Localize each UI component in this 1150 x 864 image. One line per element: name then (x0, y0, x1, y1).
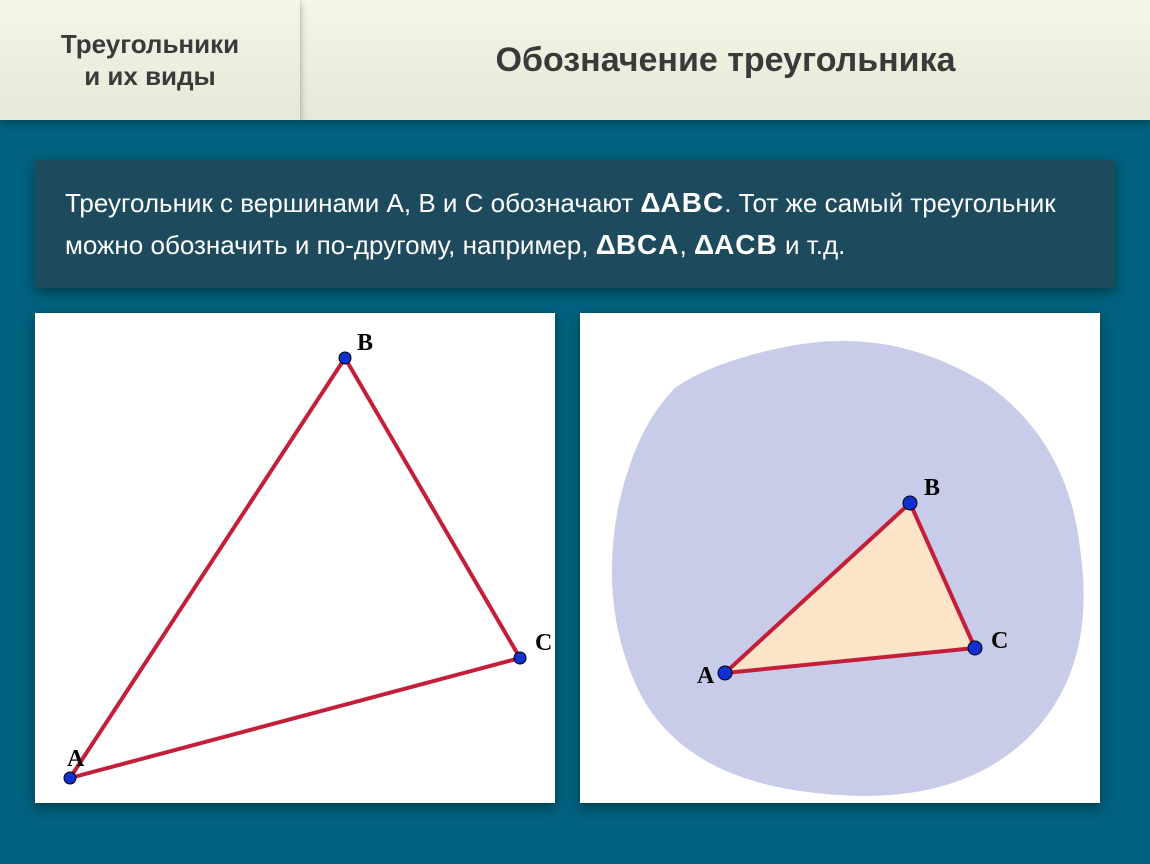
slide-title: Обозначение треугольника (496, 41, 956, 80)
triangle-panel-right: A B C (580, 313, 1100, 803)
header: Треугольники и их виды Обозначение треуг… (0, 0, 1150, 120)
svg-text:C: C (991, 628, 1008, 654)
acb-label: ACB (714, 229, 778, 260)
svg-text:C: C (535, 630, 552, 656)
slide-section-title: Треугольники и их виды (61, 28, 239, 93)
triangle-left-svg: A B C (35, 313, 555, 803)
desc-part3: и т.д. (778, 230, 846, 260)
svg-text:B: B (357, 330, 373, 356)
section-line-1: Треугольники (61, 29, 239, 59)
description-box: Треугольник с вершинами A, B и C обознач… (35, 160, 1115, 288)
svg-text:A: A (67, 746, 85, 772)
svg-text:A: A (697, 663, 715, 689)
svg-text:B: B (924, 475, 940, 501)
diagram-panels: A B C A B C (0, 313, 1150, 803)
delta-symbol-1: Δ (640, 187, 660, 218)
header-right-panel: Обозначение треугольника (300, 0, 1150, 120)
delta-symbol-3: Δ (694, 229, 714, 260)
abc-label: ABC (661, 187, 725, 218)
bca-label: BCA (616, 229, 680, 260)
section-line-2: и их виды (84, 61, 216, 91)
desc-comma: , (680, 230, 694, 260)
header-left-panel: Треугольники и их виды (0, 0, 300, 120)
desc-part1: Треугольник с вершинами A, B и C обознач… (65, 188, 640, 218)
triangle-right-svg: A B C (580, 313, 1100, 803)
description-text: Треугольник с вершинами A, B и C обознач… (65, 182, 1085, 266)
triangle-panel-left: A B C (35, 313, 555, 803)
delta-symbol-2: Δ (596, 229, 616, 260)
